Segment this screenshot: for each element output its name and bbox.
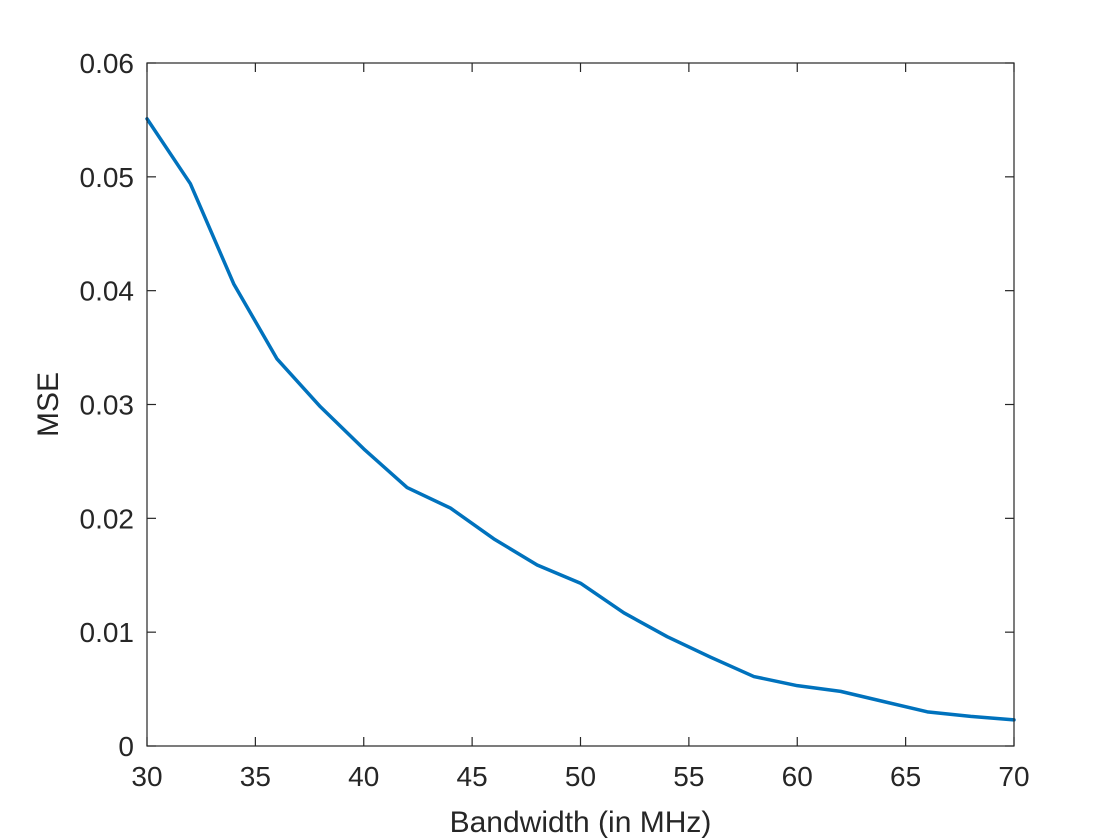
x-axis-label: Bandwidth (in MHz) [450, 806, 712, 839]
ticks-group [146, 62, 1015, 747]
y-tick-label: 0.04 [80, 276, 135, 307]
x-tick-label: 45 [457, 761, 488, 792]
y-axis-label: MSE [32, 372, 65, 437]
y-tick-label: 0.05 [80, 162, 135, 193]
y-tick-label: 0.02 [80, 503, 135, 534]
x-tick-label: 50 [565, 761, 596, 792]
x-tick-label: 70 [998, 761, 1029, 792]
x-tick-label: 60 [782, 761, 813, 792]
x-tick-label: 55 [673, 761, 704, 792]
x-tick-label: 30 [131, 761, 162, 792]
y-tick-label: 0.03 [80, 390, 135, 421]
y-tick-label: 0 [118, 731, 134, 762]
series-line [145, 117, 1016, 722]
x-tick-label: 35 [240, 761, 271, 792]
y-tick-label: 0.01 [80, 617, 135, 648]
series-group [145, 117, 1016, 722]
plot-area-frame [146, 62, 1015, 747]
y-tick-label: 0.06 [80, 48, 135, 79]
tick-labels-group: 30 35 40 45 50 55 60 65 70 0 0.01 0.02 0.03 0.04 0.05 0… [80, 48, 1030, 792]
x-tick-label: 40 [348, 761, 379, 792]
x-tick-label: 65 [890, 761, 921, 792]
